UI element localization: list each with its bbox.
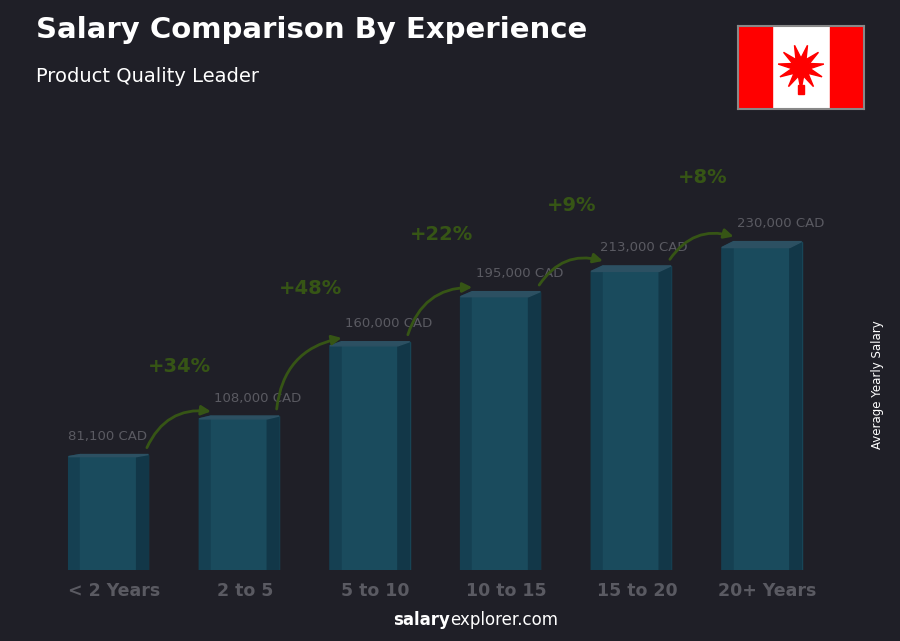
Polygon shape xyxy=(199,416,212,570)
Text: 213,000 CAD: 213,000 CAD xyxy=(599,242,688,254)
Polygon shape xyxy=(461,292,540,297)
Text: explorer.com: explorer.com xyxy=(450,612,558,629)
Bar xyxy=(80,454,148,570)
Polygon shape xyxy=(461,292,472,570)
Polygon shape xyxy=(591,266,670,271)
Text: 108,000 CAD: 108,000 CAD xyxy=(214,392,302,404)
Bar xyxy=(212,416,279,570)
Polygon shape xyxy=(528,292,540,570)
Bar xyxy=(738,26,771,109)
Polygon shape xyxy=(591,266,603,570)
Text: Product Quality Leader: Product Quality Leader xyxy=(36,67,259,87)
Polygon shape xyxy=(330,342,410,346)
Polygon shape xyxy=(398,342,410,570)
Polygon shape xyxy=(137,454,148,570)
Polygon shape xyxy=(722,242,734,570)
Polygon shape xyxy=(199,416,279,419)
Bar xyxy=(797,85,805,94)
Text: 195,000 CAD: 195,000 CAD xyxy=(476,267,563,280)
Polygon shape xyxy=(790,242,802,570)
Polygon shape xyxy=(722,242,802,247)
Text: Average Yearly Salary: Average Yearly Salary xyxy=(871,320,884,449)
Text: salary: salary xyxy=(393,612,450,629)
Text: +22%: +22% xyxy=(410,226,472,244)
Text: 160,000 CAD: 160,000 CAD xyxy=(345,317,432,330)
Text: 81,100 CAD: 81,100 CAD xyxy=(68,430,148,443)
Bar xyxy=(472,292,540,570)
Bar xyxy=(734,242,802,570)
Text: +34%: +34% xyxy=(148,357,211,376)
Text: +48%: +48% xyxy=(279,279,342,298)
Bar xyxy=(603,266,670,570)
Polygon shape xyxy=(778,46,824,90)
Bar xyxy=(831,26,864,109)
Polygon shape xyxy=(68,454,80,570)
Polygon shape xyxy=(267,416,279,570)
Polygon shape xyxy=(68,454,148,456)
Text: 230,000 CAD: 230,000 CAD xyxy=(737,217,824,230)
Text: Salary Comparison By Experience: Salary Comparison By Experience xyxy=(36,16,587,44)
Text: +9%: +9% xyxy=(547,196,597,215)
Polygon shape xyxy=(659,266,670,570)
Bar xyxy=(342,342,410,570)
Text: +8%: +8% xyxy=(678,169,727,187)
Polygon shape xyxy=(330,342,342,570)
